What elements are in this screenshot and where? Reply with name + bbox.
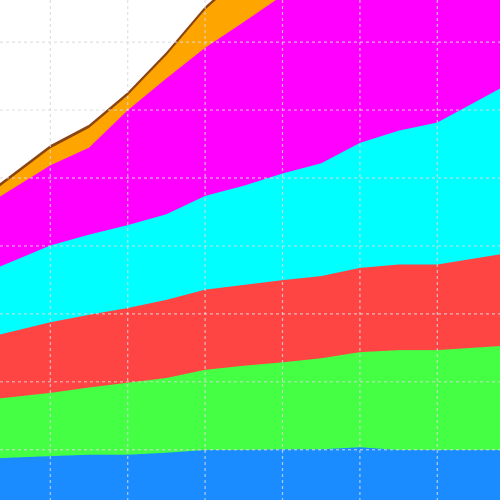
area bbox=[0, 0, 217, 187]
